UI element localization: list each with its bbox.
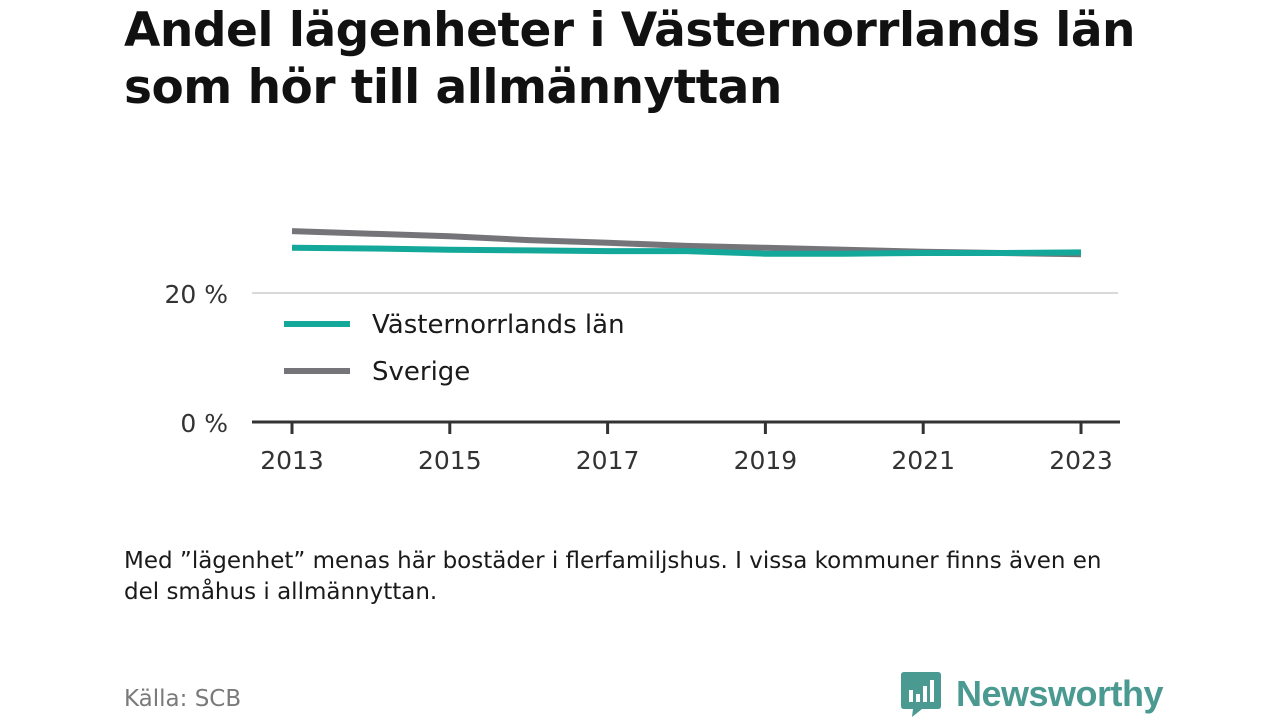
legend-label: Sverige	[372, 357, 470, 387]
series-layer	[291, 228, 1082, 258]
x-tick-label: 2019	[734, 446, 798, 475]
chart-title: Andel lägenheter i Västernorrlands län s…	[124, 3, 1136, 115]
legend-label: Västernorrlands län	[372, 310, 625, 340]
axis-layer: 0 % 20 % 2013 2015 2017 2019 2021 2023	[164, 280, 1120, 475]
x-tick-label: 2023	[1049, 446, 1113, 475]
series-line-vasternorrland	[291, 244, 1082, 257]
legend: Västernorrlands län Sverige	[284, 310, 625, 387]
y-tick-label: 20 %	[164, 280, 228, 309]
brand-name: Newsworthy	[956, 673, 1164, 714]
source-label: Källa: SCB	[124, 686, 242, 712]
newsworthy-logo-icon	[901, 672, 941, 717]
y-tick-label: 0 %	[180, 409, 228, 438]
x-tick-label: 2017	[576, 446, 640, 475]
chart-note: Med ”lägenhet” menas här bostäder i fler…	[124, 548, 1102, 605]
x-tick-label: 2013	[260, 446, 324, 475]
x-tick-label: 2021	[891, 446, 955, 475]
brand-logo[interactable]: Newsworthy	[900, 670, 1164, 718]
x-tick-label: 2015	[418, 446, 482, 475]
